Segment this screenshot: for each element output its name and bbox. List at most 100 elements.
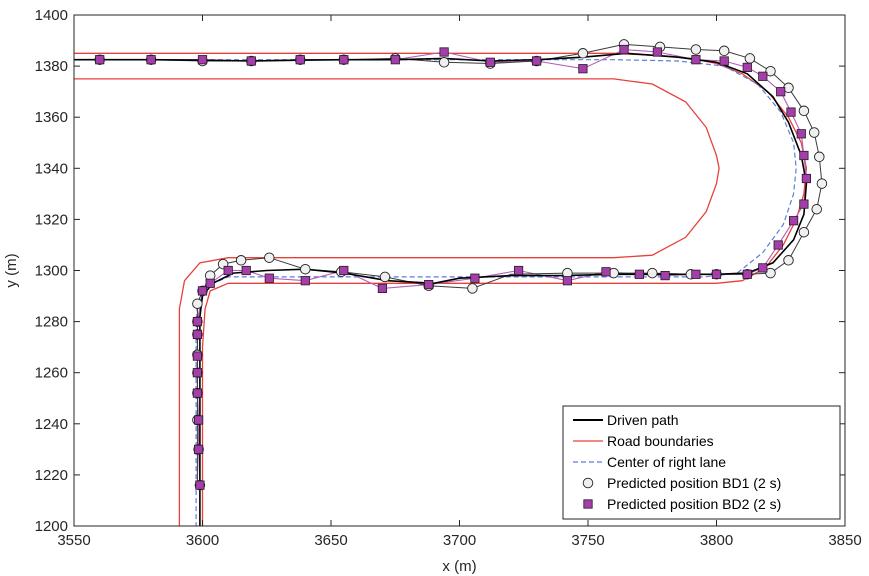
x-tick-label: 3550 bbox=[57, 532, 90, 549]
y-tick-label: 1380 bbox=[35, 58, 68, 75]
bd2-marker bbox=[390, 55, 400, 65]
bd1-marker bbox=[264, 252, 275, 263]
bd2-marker bbox=[192, 351, 202, 361]
bd2-marker bbox=[719, 56, 729, 66]
bd2-marker bbox=[339, 55, 349, 65]
y-tick-label: 1300 bbox=[35, 263, 68, 280]
bd1-marker bbox=[647, 267, 658, 279]
x-axis-label: x (m) bbox=[442, 558, 476, 575]
bd2-marker bbox=[197, 286, 208, 296]
bd1-marker bbox=[798, 226, 810, 238]
ticks-layer: 3550 3600 3650 3700 3750 3800 3850 1200 1220 1240… bbox=[35, 7, 862, 549]
bd2-marker bbox=[424, 279, 434, 290]
bd2-marker bbox=[532, 56, 542, 66]
bd2-marker bbox=[193, 415, 204, 425]
bd2-marker bbox=[634, 269, 645, 279]
bd1-marker bbox=[467, 283, 478, 294]
bd2-marker bbox=[192, 388, 202, 398]
bd1-marker bbox=[438, 57, 450, 68]
bd2-marker bbox=[192, 316, 202, 327]
bd2-marker bbox=[470, 273, 480, 283]
legend: Driven path Road boundaries Center of righ… bbox=[562, 405, 841, 520]
bd2-marker bbox=[562, 276, 573, 286]
bd1-marker bbox=[235, 255, 247, 266]
bd2-marker bbox=[758, 263, 768, 273]
bd1-marker bbox=[379, 271, 391, 283]
bd2-marker bbox=[193, 444, 204, 455]
bd1-marker bbox=[192, 298, 203, 309]
legend-swatch-square bbox=[583, 499, 593, 509]
bd2-marker bbox=[786, 107, 796, 117]
bd2-marker bbox=[742, 62, 752, 73]
bd2-marker bbox=[197, 55, 208, 65]
legend-label: Driven path bbox=[607, 412, 679, 428]
x-tick-label: 3750 bbox=[571, 532, 604, 549]
legend-label: Predicted position BD2 (2 s) bbox=[607, 496, 781, 512]
bd2-marker bbox=[691, 55, 701, 65]
x-tick-label: 3850 bbox=[828, 532, 861, 549]
y-tick-label: 1260 bbox=[35, 365, 68, 382]
series-layer bbox=[74, 39, 828, 526]
bd2-marker bbox=[758, 71, 768, 81]
bd2-marker bbox=[742, 269, 752, 279]
bd2-marker bbox=[601, 267, 611, 277]
x-tick-label: 3600 bbox=[186, 532, 219, 549]
y-tick-label: 1240 bbox=[35, 416, 68, 433]
bd2-marker bbox=[246, 56, 256, 66]
bd1-marker bbox=[808, 127, 820, 138]
bd1-marker bbox=[798, 105, 810, 117]
legend-label: Center of right lane bbox=[607, 454, 726, 470]
legend-swatch-circle bbox=[582, 477, 594, 489]
bd2-marker bbox=[223, 265, 233, 276]
bd2-marker bbox=[799, 199, 809, 209]
bd1-marker bbox=[577, 48, 589, 59]
bd1-marker bbox=[811, 203, 822, 215]
bd1-marker bbox=[744, 53, 756, 64]
bd2-marker bbox=[619, 44, 629, 55]
bd2-marker bbox=[195, 480, 205, 490]
y-tick-label: 1280 bbox=[35, 314, 68, 331]
bd1-marker bbox=[300, 263, 311, 275]
y-tick-label: 1200 bbox=[35, 518, 68, 535]
y-tick-label: 1220 bbox=[35, 467, 68, 484]
bd2-marker bbox=[776, 87, 786, 97]
bd2-marker bbox=[95, 55, 105, 65]
y-tick-label: 1360 bbox=[35, 109, 68, 126]
bd2-marker bbox=[796, 129, 806, 139]
y-tick-label: 1340 bbox=[35, 160, 68, 177]
driven-path-line bbox=[74, 52, 808, 526]
bd1-connector-line bbox=[99, 43, 823, 486]
bd2-marker bbox=[799, 150, 809, 161]
bd2-marker bbox=[146, 55, 156, 65]
bd2-marker bbox=[192, 368, 202, 378]
road-boundary-line bbox=[74, 78, 720, 526]
x-tick-label: 3800 bbox=[700, 532, 733, 549]
bd2-marker bbox=[578, 64, 588, 74]
y-axis-label: y (m) bbox=[3, 253, 20, 287]
bd1-marker bbox=[765, 267, 776, 279]
bd2-marker bbox=[773, 240, 783, 250]
bd2-marker bbox=[801, 173, 812, 184]
bd2-marker bbox=[264, 273, 274, 283]
bd1-marker bbox=[765, 65, 776, 77]
legend-label: Predicted position BD1 (2 s) bbox=[607, 475, 781, 491]
bd2-marker bbox=[652, 47, 663, 57]
bd2-marker bbox=[439, 47, 449, 57]
x-tick-label: 3650 bbox=[314, 532, 347, 549]
bd2-marker bbox=[789, 216, 799, 226]
legend-box bbox=[562, 405, 841, 520]
bd1-marker bbox=[783, 255, 794, 266]
bd2-marker bbox=[691, 269, 701, 279]
bd1-marker bbox=[814, 151, 825, 163]
bd2-marker bbox=[711, 269, 722, 279]
y-tick-label: 1400 bbox=[35, 7, 68, 24]
bd1-marker bbox=[690, 44, 702, 55]
x-tick-label: 3700 bbox=[443, 532, 476, 549]
bd1-marker bbox=[816, 178, 828, 189]
bd2-marker bbox=[377, 283, 388, 294]
bd1-marker bbox=[718, 45, 730, 57]
bd2-marker bbox=[241, 265, 251, 276]
bd2-marker bbox=[192, 329, 202, 340]
bd2-marker bbox=[514, 265, 524, 276]
bd2-marker bbox=[339, 265, 349, 276]
